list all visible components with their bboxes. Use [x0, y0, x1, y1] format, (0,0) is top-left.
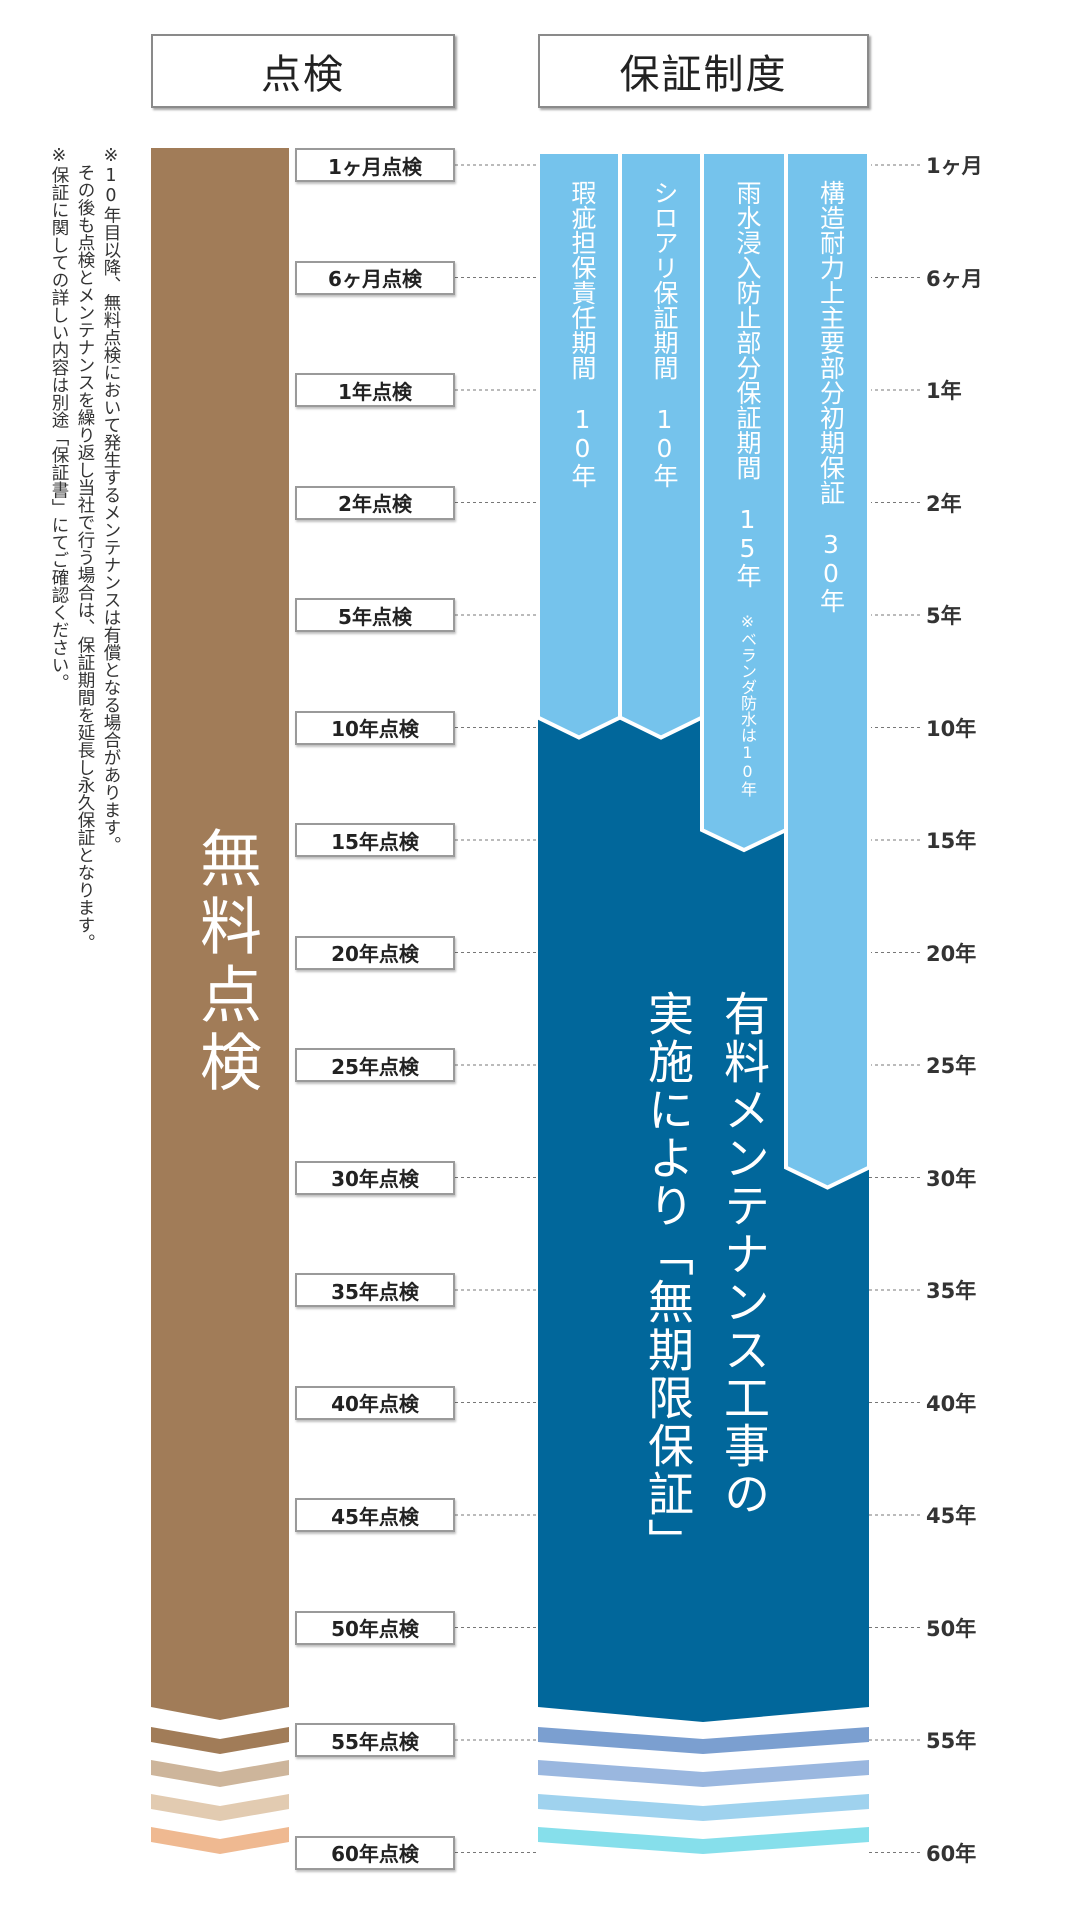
- warranty-period-column: [700, 150, 788, 853]
- warranty-period-label: シロアリ保証期間 10年: [646, 180, 682, 488]
- year-label: 1年: [926, 379, 962, 403]
- inspection-box: 15年点検: [295, 823, 455, 857]
- warranty-period-text: 瑕疵担保責任期間 10年: [568, 180, 597, 488]
- year-label: 55年: [926, 1729, 977, 1753]
- paid-warranty-fade-band: [538, 1760, 869, 1787]
- inspection-box: 60年点検: [295, 1835, 455, 1870]
- inspection-box: 10年点検: [295, 710, 455, 745]
- inspection-box: 6ヶ月点検: [295, 260, 455, 295]
- warranty-period-text: 雨水浸入防止部分保証期間 15年: [733, 180, 762, 588]
- year-label: 5年: [926, 604, 962, 628]
- year-label: 6ヶ月: [926, 266, 983, 291]
- year-label: 50年: [926, 1616, 977, 1641]
- paid-warranty-fade-band: [538, 1727, 869, 1754]
- notes: ※10年目以降、無料点検において発生するメンテナンスは有償となる場合があります。…: [46, 146, 124, 1266]
- year-label: 25年: [926, 1054, 977, 1078]
- year-label: 30年: [926, 1166, 977, 1191]
- note-1: ※10年目以降、無料点検において発生するメンテナンスは有償となる場合があります。: [101, 146, 121, 854]
- free-inspection-fade-band: [151, 1727, 289, 1754]
- paid-warranty-label: 有料メンテナンス工事の 実施により「無期限保証」: [630, 990, 782, 1566]
- inspection-box: 30年点検: [295, 1160, 455, 1195]
- warranty-period-column: [784, 150, 871, 1190]
- year-label: 15年: [926, 829, 977, 853]
- year-label: 45年: [926, 1504, 977, 1528]
- warranty-period-text: シロアリ保証期間 10年: [650, 180, 679, 488]
- warranty-period-label: 雨水浸入防止部分保証期間 15年 ※ベランダ防水は10年: [729, 180, 765, 797]
- inspection-box: 20年点検: [295, 935, 455, 970]
- free-inspection-fade-band: [151, 1760, 289, 1787]
- inspection-header: 点検: [151, 34, 455, 108]
- inspection-box: 1ヶ月点検: [295, 148, 455, 182]
- year-label: 60年: [926, 1841, 977, 1866]
- warranty-period-column: [618, 150, 704, 740]
- warranty-period-text: 構造耐力上主要部分初期保証 30年: [816, 180, 846, 613]
- paid-warranty-fade-band: [538, 1794, 869, 1821]
- year-label: 35年: [926, 1279, 977, 1303]
- warranty-period-note: ※ベランダ防水は10年: [738, 612, 757, 797]
- year-label: 10年: [926, 716, 977, 741]
- paid-warranty-line-2: 実施により「無期限保証」: [641, 990, 695, 1566]
- free-inspection-label: 無料点検: [189, 826, 262, 1098]
- note-3: ※保証に関しての詳しい内容は別途「保証書」にてご確認ください。: [49, 146, 69, 691]
- inspection-box: 25年点検: [295, 1048, 455, 1082]
- inspection-box: 1年点検: [295, 373, 455, 407]
- warranty-period-label: 瑕疵担保責任期間 10年: [564, 180, 600, 488]
- free-inspection-bar: [151, 148, 289, 1720]
- year-label: 1ヶ月: [926, 154, 983, 178]
- inspection-box: 40年点検: [295, 1385, 455, 1420]
- inspection-box: 55年点検: [295, 1723, 455, 1757]
- year-label: 2年: [926, 491, 962, 516]
- year-label: 40年: [926, 1391, 977, 1416]
- inspection-box: 45年点検: [295, 1498, 455, 1532]
- inspection-box: 35年点検: [295, 1273, 455, 1307]
- free-inspection-fade-band: [151, 1794, 289, 1821]
- free-inspection-fade-band: [151, 1827, 289, 1854]
- warranty-header: 保証制度: [538, 34, 869, 108]
- inspection-box: 5年点検: [295, 598, 455, 632]
- warranty-period-column: [536, 150, 622, 740]
- paid-warranty-line-1: 有料メンテナンス工事の: [717, 990, 771, 1518]
- paid-warranty-fade-band: [538, 1827, 869, 1854]
- warranty-period-label: 構造耐力上主要部分初期保証 30年: [813, 180, 849, 613]
- inspection-box: 50年点検: [295, 1610, 455, 1645]
- note-2: その後も点検とメンテナンスを繰り返し当社で行う場合は、保証期間を延長し永久保証と…: [75, 146, 95, 952]
- year-label: 20年: [926, 941, 977, 966]
- inspection-box: 2年点検: [295, 485, 455, 520]
